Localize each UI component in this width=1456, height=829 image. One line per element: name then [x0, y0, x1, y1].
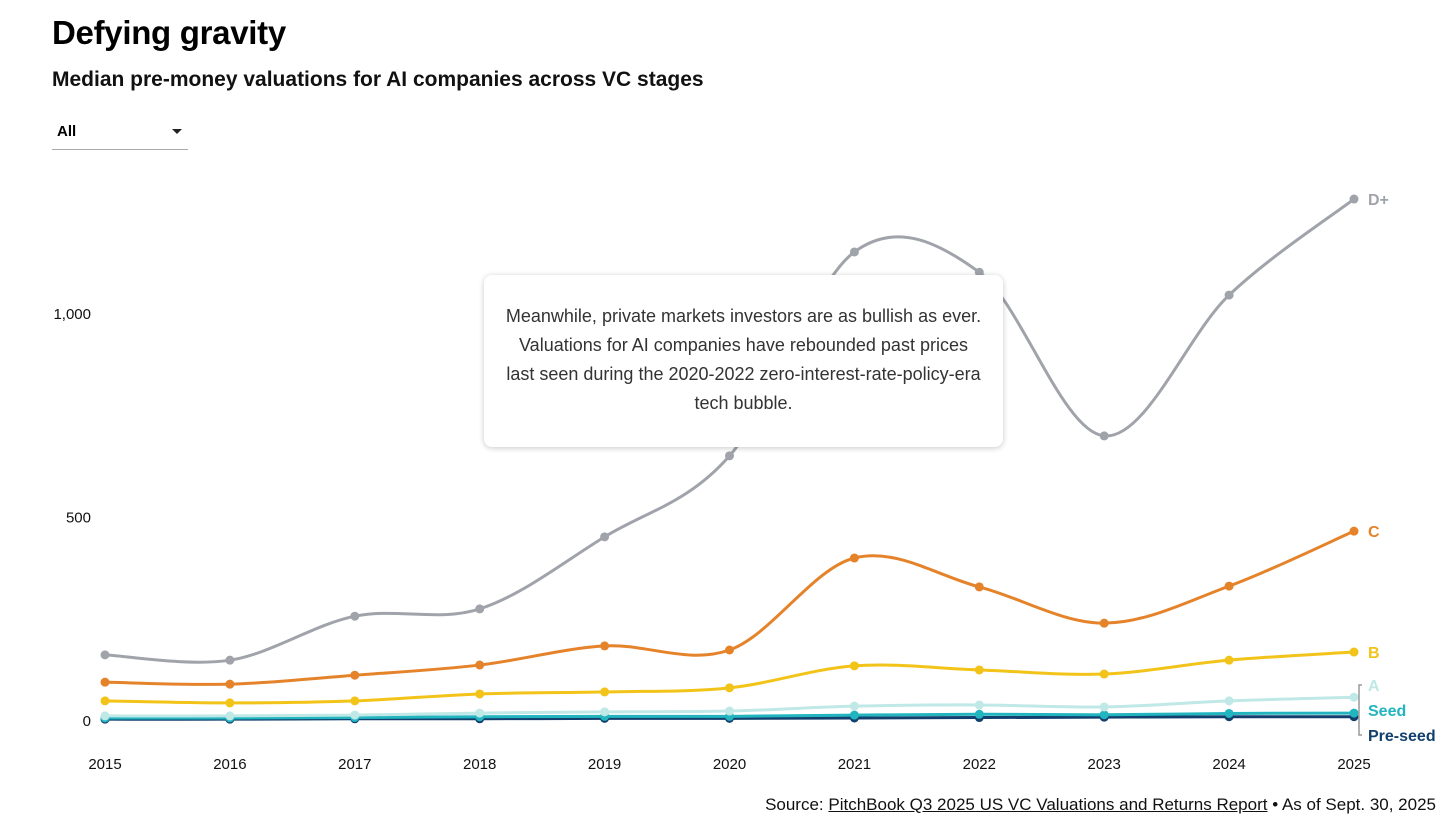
source-link[interactable]: PitchBook Q3 2025 US VC Valuations and R…	[828, 795, 1268, 814]
source-prefix: Source:	[765, 795, 829, 814]
data-point	[1224, 696, 1234, 706]
data-point	[1349, 194, 1359, 204]
data-point	[100, 650, 110, 660]
data-point	[350, 696, 360, 706]
data-point	[974, 700, 984, 710]
data-point	[725, 683, 734, 693]
y-tick-label: 500	[66, 510, 91, 527]
source-suffix: • As of Sept. 30, 2025	[1267, 795, 1436, 814]
chevron-down-icon	[172, 129, 182, 134]
data-point	[725, 451, 734, 461]
x-tick-label: 2022	[963, 756, 996, 773]
data-point	[600, 532, 610, 542]
data-point	[1224, 581, 1234, 591]
data-point	[475, 689, 485, 699]
data-point	[849, 247, 859, 257]
data-point	[974, 267, 984, 277]
data-point	[1349, 647, 1359, 657]
data-point	[849, 661, 859, 671]
x-tick-label: 2015	[88, 756, 121, 773]
x-tick-label: 2021	[838, 756, 871, 773]
data-point	[350, 710, 360, 720]
data-point	[1224, 708, 1234, 718]
data-point	[1099, 618, 1109, 628]
x-tick-label: 2016	[213, 756, 246, 773]
data-point	[225, 711, 235, 721]
series-line-c	[104, 529, 1355, 686]
data-point	[725, 645, 734, 655]
series-label: Pre-seed	[1368, 728, 1436, 745]
x-tick-label: 2024	[1212, 756, 1245, 773]
series-label: B	[1368, 645, 1380, 662]
data-point	[100, 711, 110, 721]
data-point	[1349, 526, 1359, 536]
x-tick-label: 2019	[588, 756, 621, 773]
stage-filter-dropdown[interactable]: All	[52, 118, 188, 150]
data-point	[225, 679, 235, 689]
label-bracket	[1358, 684, 1362, 736]
data-point	[1099, 702, 1109, 712]
data-point	[1349, 708, 1359, 718]
data-point	[100, 677, 110, 687]
data-point	[600, 687, 610, 697]
data-point	[475, 604, 485, 614]
x-tick-label: 2017	[338, 756, 371, 773]
data-point	[1099, 710, 1109, 720]
data-point	[475, 660, 485, 670]
data-point	[1099, 669, 1109, 679]
chart-title: Defying gravity	[52, 14, 286, 51]
x-tick-label: 2018	[463, 756, 496, 773]
series-line-b	[104, 650, 1355, 705]
data-point	[725, 706, 734, 716]
data-point	[225, 698, 235, 708]
data-point	[600, 641, 610, 651]
data-point	[1224, 655, 1234, 665]
data-point	[974, 665, 984, 675]
data-point	[600, 707, 610, 717]
x-tick-label: 2025	[1337, 756, 1370, 773]
data-point	[1224, 290, 1234, 300]
data-point	[100, 696, 110, 706]
series-label: A	[1368, 678, 1380, 695]
series-label: Seed	[1368, 703, 1406, 720]
source-line: Source: PitchBook Q3 2025 US VC Valuatio…	[765, 795, 1436, 815]
data-point	[350, 611, 360, 621]
annotation-box: Meanwhile, private markets investors are…	[484, 275, 1003, 447]
data-point	[1349, 692, 1359, 702]
y-tick-label: 1,000	[53, 306, 91, 323]
data-point	[974, 709, 984, 719]
data-point	[974, 582, 984, 592]
data-point	[849, 701, 859, 711]
data-point	[849, 553, 859, 563]
data-point	[475, 708, 485, 718]
series-label: D+	[1368, 192, 1389, 209]
chart-subtitle: Median pre-money valuations for AI compa…	[52, 68, 704, 91]
data-point	[1099, 431, 1109, 441]
dropdown-value: All	[57, 123, 77, 140]
data-point	[350, 670, 360, 680]
x-tick-label: 2023	[1088, 756, 1121, 773]
series-label: C	[1368, 524, 1380, 541]
data-point	[225, 655, 235, 665]
data-point	[849, 710, 859, 720]
y-tick-label: 0	[83, 713, 91, 730]
x-tick-label: 2020	[713, 756, 746, 773]
